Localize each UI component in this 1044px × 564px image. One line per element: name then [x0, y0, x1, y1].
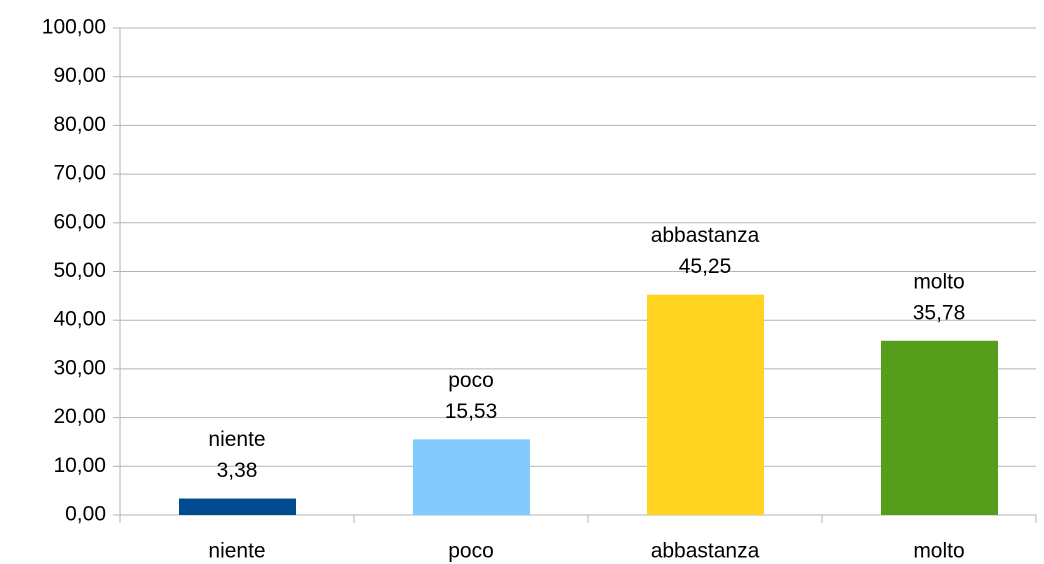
data-label-category: poco [448, 369, 494, 392]
y-tick-label: 20,00 [53, 405, 106, 428]
bar [413, 439, 530, 515]
data-label-value: 45,25 [679, 255, 732, 278]
y-tick-label: 50,00 [53, 259, 106, 282]
x-tick-label: molto [913, 540, 964, 563]
bar [881, 340, 998, 515]
data-label-value: 15,53 [445, 400, 498, 423]
data-label-category: molto [913, 270, 964, 293]
y-tick-label: 30,00 [53, 356, 106, 379]
y-tick-label: 90,00 [53, 64, 106, 87]
data-label-category: abbastanza [651, 224, 760, 247]
bar [179, 498, 296, 515]
y-tick-label: 80,00 [53, 113, 106, 136]
x-tick-label: poco [448, 540, 494, 563]
y-tick-label: 40,00 [53, 308, 106, 331]
data-label-category: niente [208, 428, 265, 451]
y-tick-label: 70,00 [53, 162, 106, 185]
x-tick-label: abbastanza [651, 540, 760, 563]
y-tick-label: 0,00 [65, 503, 106, 526]
y-tick-label: 10,00 [53, 454, 106, 477]
data-label-value: 3,38 [217, 459, 258, 482]
bar [647, 294, 764, 515]
x-tick-label: niente [208, 540, 265, 563]
data-label-value: 35,78 [913, 301, 966, 324]
y-tick-label: 100,00 [42, 16, 106, 39]
y-tick-label: 60,00 [53, 210, 106, 233]
